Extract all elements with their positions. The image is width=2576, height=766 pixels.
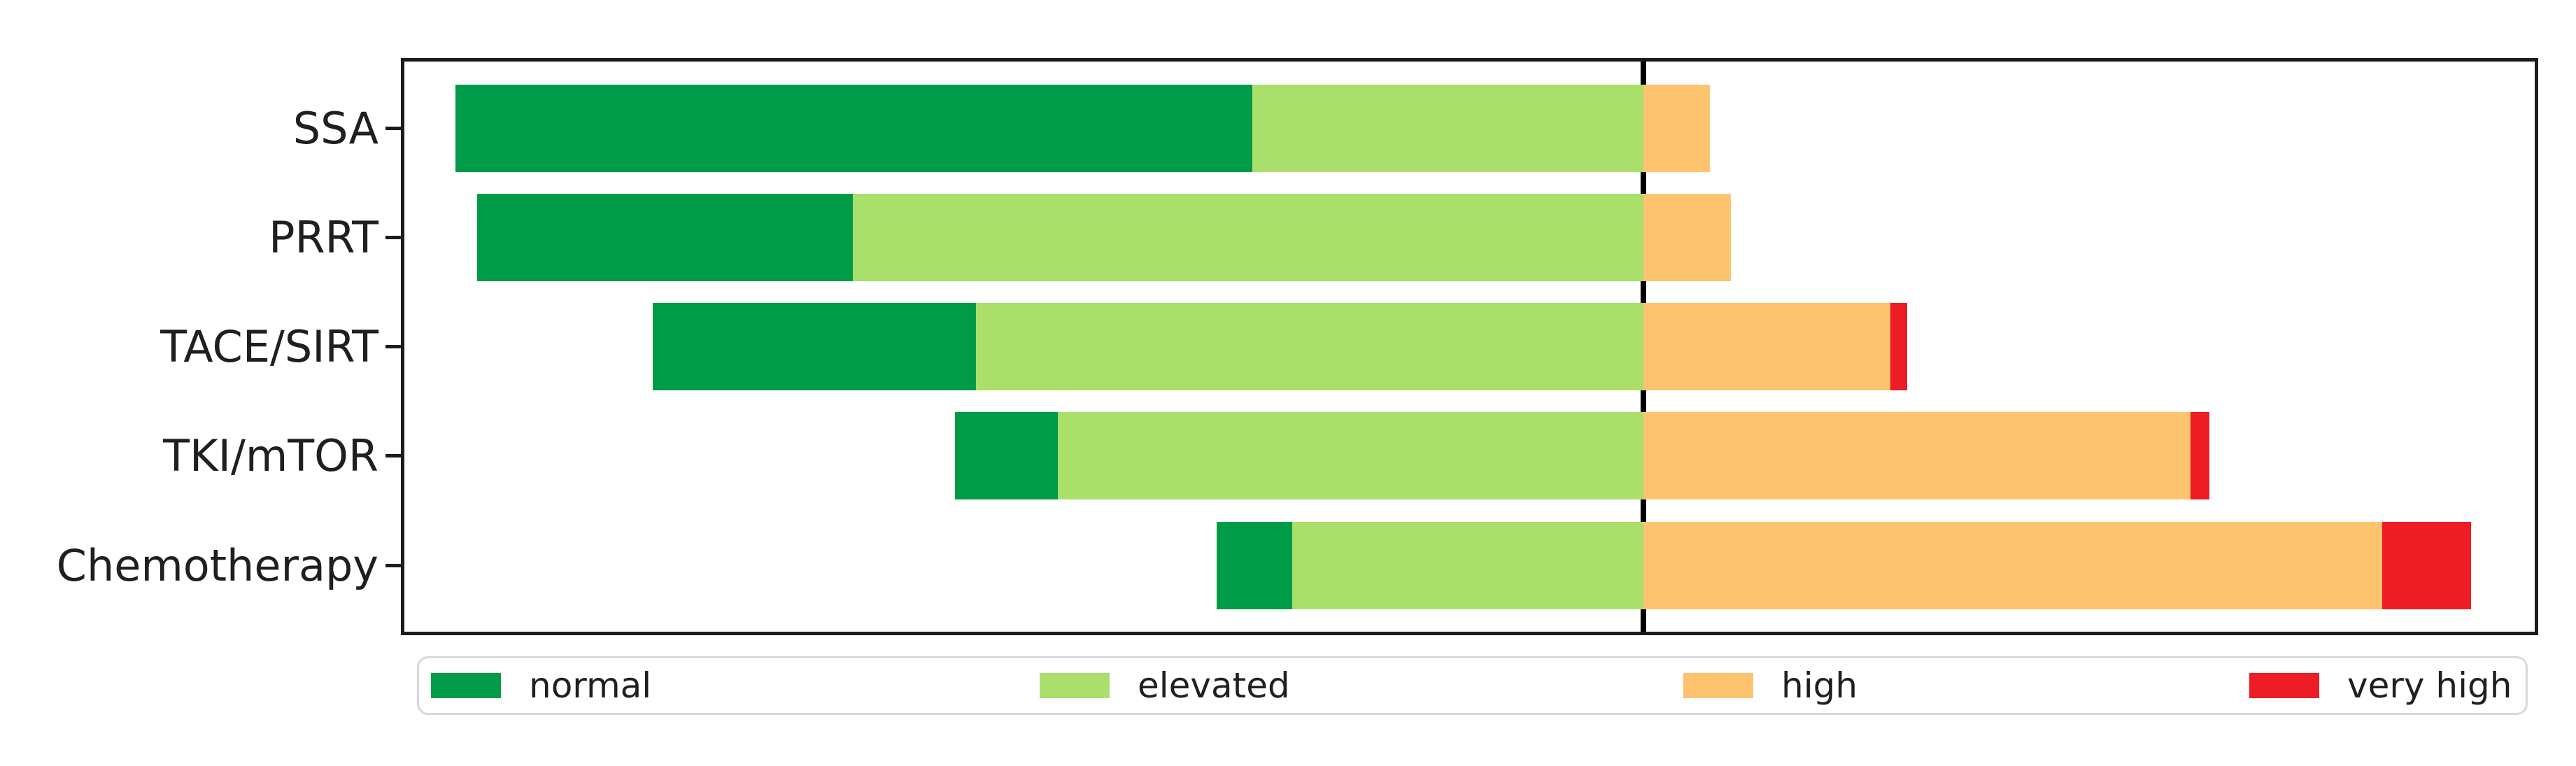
y-axis-label-ssa: SSA [292, 102, 378, 154]
legend-swatch-normal [431, 673, 501, 698]
bar-segment-very-high-tace-sirt [1890, 303, 1907, 390]
bar-segment-normal-tace-sirt [652, 303, 977, 390]
legend-entry-elevated: elevated [1040, 658, 1290, 713]
bar-segment-high-prrt [1643, 193, 1732, 281]
legend-swatch-high [1683, 673, 1753, 698]
y-axis-tick-tace-sirt [385, 345, 401, 348]
bar-segment-elevated-tace-sirt [976, 303, 1643, 390]
bar-segment-high-tace-sirt [1643, 303, 1891, 390]
bar-segment-elevated-chemotherapy [1291, 521, 1643, 609]
y-axis-tick-chemotherapy [385, 563, 401, 567]
legend-label-normal: normal [529, 665, 652, 706]
y-axis-tick-prrt [385, 235, 401, 239]
legend-label-very-high: very high [2347, 665, 2512, 706]
bar-segment-very-high-tki-mtor [2190, 412, 2209, 500]
legend-label-elevated: elevated [1138, 665, 1290, 706]
bar-segment-normal-prrt [476, 193, 854, 281]
legend-entry-very-high: very high [2249, 658, 2512, 713]
bar-row-chemotherapy [1217, 521, 2472, 609]
y-axis-label-prrt: PRRT [269, 211, 378, 263]
y-axis-label-tki-mtor: TKI/mTOR [163, 430, 378, 482]
bar-segment-elevated-tki-mtor [1057, 412, 1643, 500]
bar-row-tace-sirt [652, 303, 1907, 390]
bar-row-prrt [476, 193, 1732, 281]
legend: normal elevated high very high [417, 656, 2528, 715]
bar-segment-elevated-ssa [1252, 84, 1643, 172]
plot-area [401, 58, 2538, 635]
bar-segment-high-ssa [1643, 84, 1710, 172]
bar-segment-normal-chemotherapy [1217, 521, 1292, 609]
bar-row-tki-mtor [954, 412, 2209, 500]
y-axis-label-tace-sirt: TACE/SIRT [160, 321, 378, 372]
y-axis-tick-tki-mtor [385, 454, 401, 458]
bar-row-ssa [455, 84, 1710, 172]
y-axis-tick-ssa [385, 126, 401, 130]
legend-label-high: high [1781, 665, 1858, 706]
bar-segment-normal-tki-mtor [954, 412, 1058, 500]
bar-segment-high-tki-mtor [1643, 412, 2191, 500]
legend-swatch-very-high [2249, 673, 2319, 698]
legend-entry-high: high [1683, 658, 1857, 713]
bar-segment-high-chemotherapy [1643, 521, 2383, 609]
bar-segment-very-high-chemotherapy [2382, 521, 2472, 609]
bar-segment-elevated-prrt [853, 193, 1643, 281]
legend-swatch-elevated [1040, 673, 1110, 698]
y-axis-label-chemotherapy: Chemotherapy [56, 539, 378, 591]
legend-entry-normal: normal [431, 658, 651, 713]
bar-segment-normal-ssa [455, 84, 1252, 172]
